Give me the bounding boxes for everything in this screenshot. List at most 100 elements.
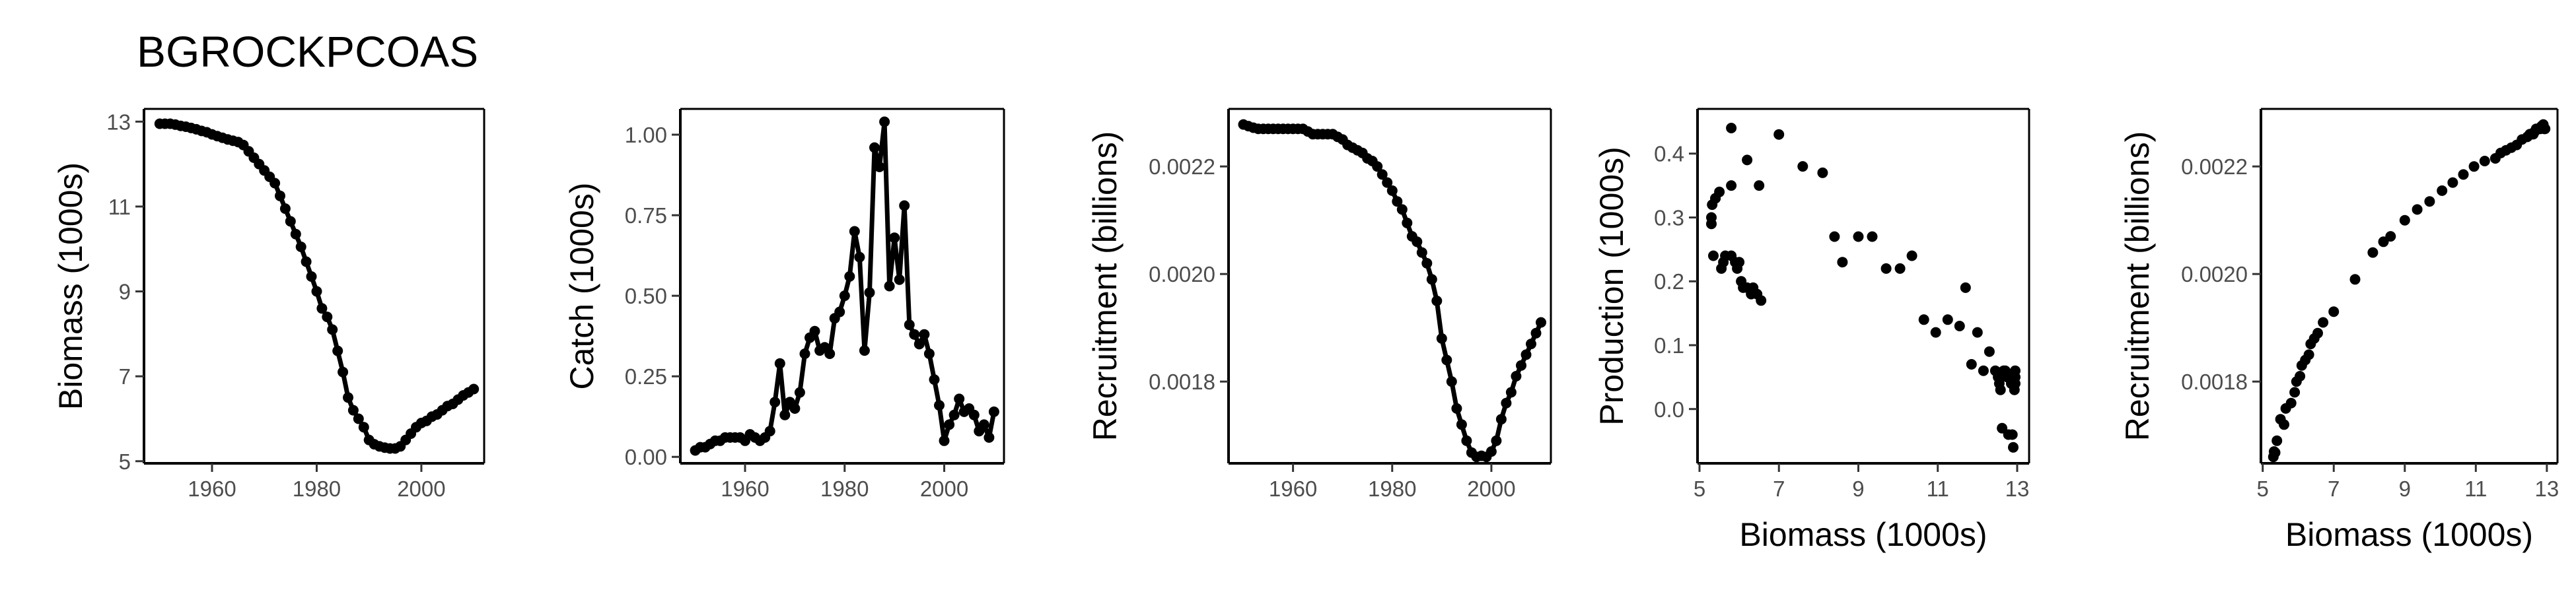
- data-point: [468, 383, 480, 395]
- data-point: [1402, 217, 1413, 228]
- data-point: [1412, 236, 1423, 248]
- data-point: [869, 142, 880, 153]
- data-point: [904, 319, 915, 331]
- y-tick-label: 0.0018: [2181, 370, 2248, 394]
- x-tick-label: 1960: [1269, 477, 1317, 501]
- y-axis-label: Catch (1000s): [563, 182, 600, 389]
- data-point: [295, 242, 306, 252]
- data-point: [2447, 177, 2458, 188]
- data-point: [269, 178, 281, 189]
- data-point: [939, 435, 950, 446]
- data-point: [1446, 376, 1457, 387]
- data-point: [1734, 257, 1745, 268]
- y-tick-label: 0.1: [1654, 333, 1684, 358]
- data-point: [338, 366, 349, 378]
- x-tick-label: 1960: [188, 477, 236, 501]
- data-point: [1984, 346, 1995, 357]
- data-point: [2385, 231, 2396, 242]
- x-tick-label: 5: [2257, 477, 2269, 501]
- data-point: [1392, 196, 1403, 207]
- x-tick-label: 2000: [1467, 477, 1515, 501]
- data-point: [849, 226, 860, 237]
- data-point: [919, 329, 930, 340]
- data-point: [884, 280, 895, 292]
- data-point: [2295, 371, 2306, 381]
- data-point: [809, 325, 820, 337]
- y-tick-label: 0.0022: [1149, 154, 1215, 179]
- data-point: [764, 426, 775, 437]
- data-point: [1521, 349, 1532, 360]
- data-point: [909, 329, 920, 340]
- data-point: [1756, 295, 1767, 306]
- y-tick-label: 5: [119, 449, 131, 474]
- data-point: [1995, 384, 2006, 395]
- data-point: [347, 405, 359, 416]
- data-point: [1880, 263, 1892, 274]
- y-tick-label: 0.75: [625, 203, 667, 228]
- data-point: [1461, 435, 1472, 446]
- data-point: [769, 397, 781, 408]
- data-point: [984, 432, 995, 443]
- data-point: [1708, 250, 1719, 261]
- data-point: [1942, 314, 1953, 325]
- data-point: [343, 392, 353, 403]
- series-line: [694, 119, 997, 453]
- x-tick-label: 9: [1852, 477, 1864, 501]
- data-point: [834, 306, 845, 317]
- y-tick-label: 0.0018: [1149, 370, 1215, 394]
- data-point: [2010, 365, 2021, 376]
- data-point: [1797, 161, 1808, 172]
- data-point: [1978, 365, 1989, 376]
- data-point: [1930, 327, 1941, 338]
- data-point: [2349, 274, 2361, 285]
- y-tick-label: 0.50: [625, 284, 667, 308]
- y-tick-label: 0.2: [1654, 269, 1684, 294]
- data-point: [1451, 403, 1462, 414]
- data-point: [2010, 378, 2021, 389]
- y-tick-label: 0.0020: [1149, 262, 1215, 286]
- data-point: [968, 409, 980, 420]
- data-point: [1516, 360, 1526, 371]
- data-point: [2279, 419, 2289, 430]
- y-tick-label: 0.0022: [2181, 154, 2248, 179]
- data-point: [864, 287, 875, 298]
- x-tick-label: 5: [1694, 477, 1705, 501]
- data-point: [1817, 167, 1828, 178]
- data-point: [954, 393, 965, 405]
- x-tick-label: 1980: [820, 477, 869, 501]
- data-point: [799, 348, 810, 359]
- data-point: [279, 203, 291, 214]
- data-point: [1954, 321, 1965, 331]
- data-point: [913, 339, 925, 350]
- data-point: [2437, 185, 2448, 196]
- data-point: [2303, 349, 2314, 360]
- data-point: [839, 290, 850, 302]
- data-point: [794, 387, 805, 398]
- y-tick-label: 9: [119, 280, 131, 304]
- data-point: [1710, 193, 1721, 204]
- data-point: [2468, 161, 2480, 172]
- data-point: [1526, 339, 1536, 350]
- data-point: [978, 419, 989, 430]
- y-tick-label: 13: [106, 110, 131, 134]
- panel-production-vs-biomass: 5 7 9 11 13 0.0 0.1 0.2 0.3 0.4 Production (1000s)…: [1593, 108, 2030, 553]
- y-tick-label: 0.0020: [2181, 262, 2248, 286]
- data-point: [2399, 214, 2410, 226]
- data-point: [1382, 177, 1393, 188]
- data-point: [889, 232, 900, 244]
- panel-biomass-ts: 1960 1980 2000 5 7 9 11 13 Biomass (1000s): [52, 108, 485, 501]
- data-point: [1530, 327, 1542, 339]
- data-point: [358, 422, 369, 433]
- data-point: [1742, 154, 1753, 166]
- data-point: [1491, 435, 1502, 446]
- x-tick-label: 13: [2005, 477, 2030, 501]
- data-point: [2312, 327, 2323, 339]
- data-point: [1436, 333, 1447, 344]
- data-point: [854, 251, 865, 263]
- data-point: [948, 409, 960, 420]
- data-point: [1960, 282, 1971, 293]
- data-point: [923, 348, 935, 359]
- data-point: [894, 274, 905, 285]
- data-point: [2328, 306, 2340, 317]
